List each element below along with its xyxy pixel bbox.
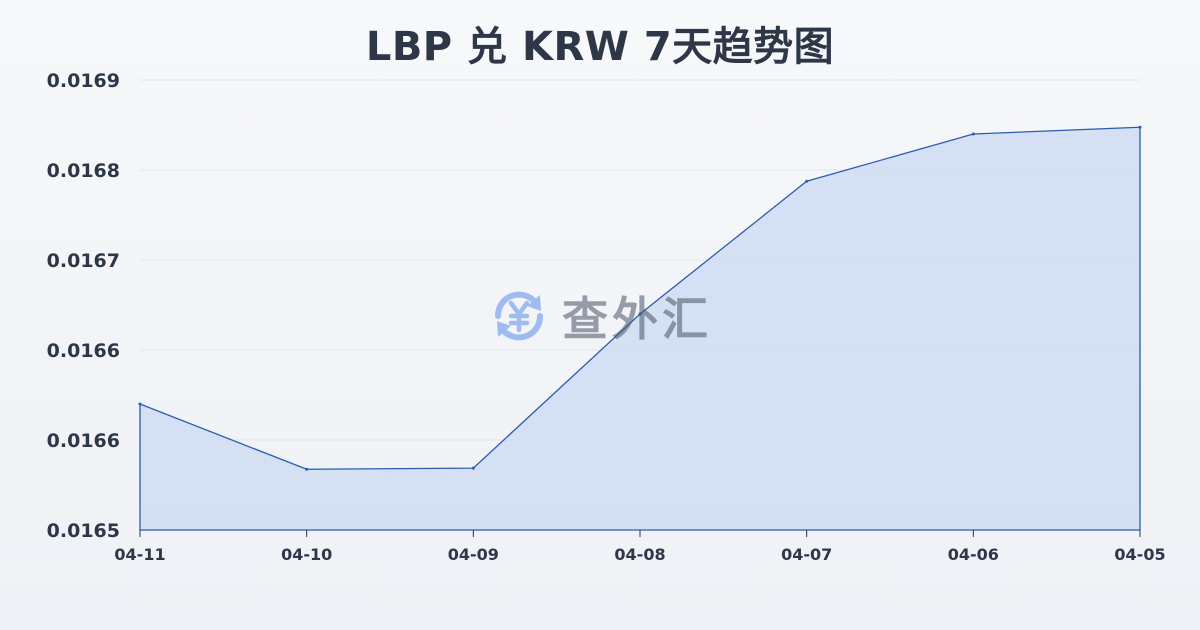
chart-title: LBP 兑 KRW 7天趋势图 [365,24,835,70]
data-point [971,132,975,136]
x-tick-label: 04-10 [281,545,332,564]
y-tick-label: 0.0166 [47,340,120,362]
data-point [1138,125,1142,129]
data-point [638,312,642,316]
x-tick-label: 04-08 [614,545,665,564]
y-tick-label: 0.0167 [47,250,120,272]
y-axis-ticks: 0.0169 0.0168 0.0167 0.0166 0.0166 0.0165 [47,70,120,542]
x-tick-label: 04-09 [448,545,499,564]
x-tick-label: 04-05 [1114,545,1165,564]
y-tick-label: 0.0165 [47,520,120,542]
data-point [305,467,309,471]
x-axis-ticks: 04-11 04-10 04-09 04-08 04-07 04-06 04-05 [114,530,1166,564]
x-tick-label: 04-07 [781,545,832,564]
y-tick-label: 0.0168 [47,160,120,182]
area-fill [140,127,1140,530]
data-point [138,402,142,406]
data-point [805,179,809,183]
data-point [471,466,475,470]
y-tick-label: 0.0166 [47,430,120,452]
watermark: 查外汇 [488,284,712,348]
y-tick-label: 0.0169 [47,70,120,92]
x-tick-label: 04-06 [948,545,999,564]
x-tick-label: 04-11 [114,545,165,564]
watermark-text: 查外汇 [562,292,712,346]
yen-exchange-icon [494,291,544,341]
